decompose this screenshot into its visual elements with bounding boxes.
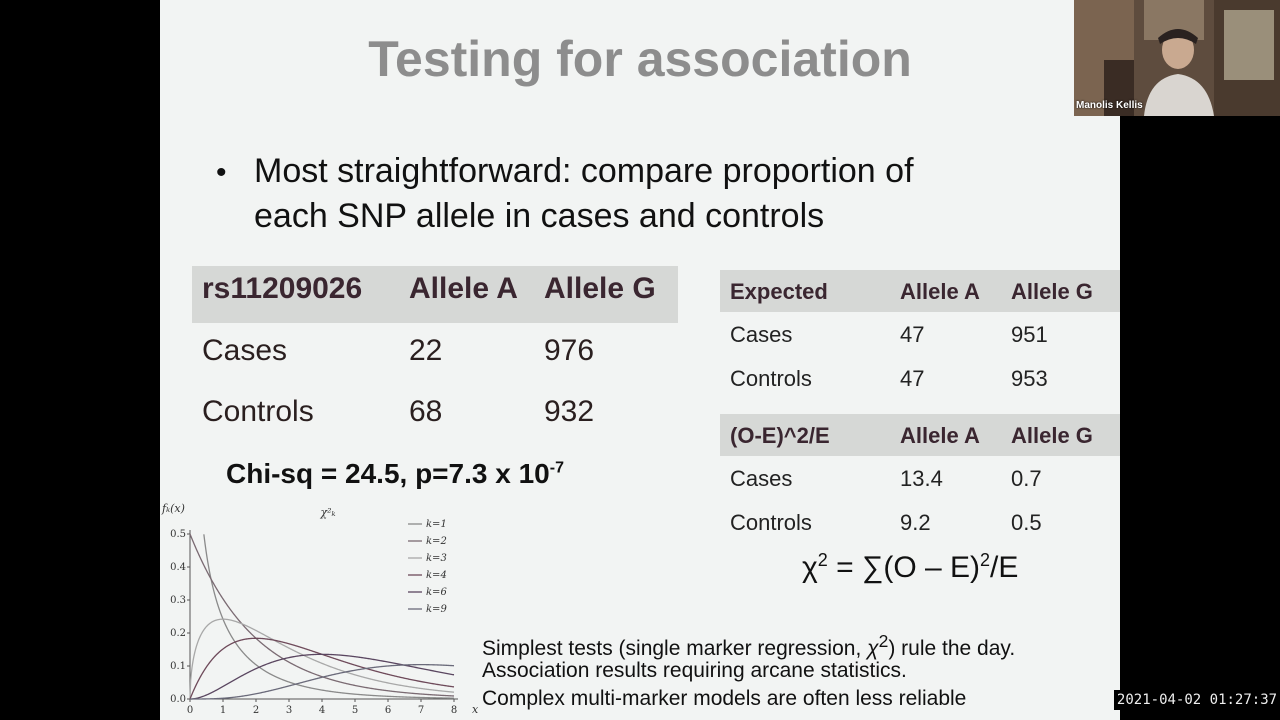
expected-row-cases-a: 47	[900, 322, 925, 347]
webcam-video-thumbnail[interactable]: Manolis Kellis	[1074, 0, 1280, 116]
oe-row-cases-g: 0.7	[1011, 466, 1042, 491]
observed-row-cases-label: Cases	[202, 334, 288, 367]
chart-series-line	[203, 534, 455, 699]
chart-title: χ²ₖ	[319, 506, 335, 519]
chart-x-tick-label: 7	[418, 705, 424, 716]
slide-title: Testing for association	[368, 31, 912, 87]
expected-row-controls-label: Controls	[730, 366, 812, 391]
chart-legend-label: k=9	[426, 604, 447, 615]
chart-y-tick-label: 0.1	[170, 661, 186, 672]
chart-axes: 0 1 2 3 4 5 6 7 8 0.0 0.1 0.2 0.3 0.4 0.5 fₖ(x) x χ²ₖ	[161, 502, 479, 716]
chi-square-formula: χ2 = ∑(O – E)2/E	[802, 550, 1019, 584]
chart-x-tick-label: 4	[319, 705, 325, 716]
note-line-3: Complex multi-marker models are often le…	[482, 687, 967, 710]
chart-x-tick-label: 3	[286, 705, 292, 716]
observed-row-cases-a: 22	[409, 334, 443, 367]
oe-table-header-label: (O-E)^2/E	[730, 423, 830, 448]
oe-row-controls-label: Controls	[730, 510, 812, 535]
oe-table-header-allele-a: Allele A	[900, 423, 980, 448]
observed-row-controls-g: 932	[544, 395, 595, 428]
expected-table-header-bg	[720, 270, 1120, 312]
chart-y-tick-label: 0.5	[170, 529, 186, 540]
expected-row-controls-g: 953	[1011, 366, 1048, 391]
note-line-2: Association results requiring arcane sta…	[482, 659, 907, 682]
observed-table-header-allele-g: Allele G	[544, 272, 656, 305]
chart-legend: k=1 k=2 k=3 k=4 k=6 k=9	[408, 519, 447, 615]
oe-table-header-allele-g: Allele G	[1011, 423, 1093, 448]
bullet-text-line-2: each SNP allele in cases and controls	[254, 197, 825, 235]
chart-x-tick-label: 6	[385, 705, 391, 716]
chart-series-line	[190, 663, 455, 700]
chart-x-axis-label: x	[472, 703, 479, 716]
chart-legend-label: k=3	[426, 553, 447, 564]
observed-row-controls-label: Controls	[202, 395, 314, 428]
observed-table-header-allele-a: Allele A	[409, 272, 518, 305]
chart-x-tick-label: 2	[253, 705, 259, 716]
expected-row-controls-a: 47	[900, 366, 925, 391]
expected-table-header-allele-a: Allele A	[900, 279, 980, 304]
expected-row-cases-label: Cases	[730, 322, 793, 347]
expected-table-header-label: Expected	[730, 279, 828, 304]
chart-x-tick-label: 1	[220, 705, 226, 716]
chi-square-result: Chi-sq = 24.5, p=7.3 x 10-7	[226, 458, 564, 489]
oe-row-controls-a: 9.2	[900, 510, 931, 535]
chart-x-tick-label: 5	[352, 705, 358, 716]
chart-x-tick-label: 0	[187, 705, 193, 716]
oe-row-cases-label: Cases	[730, 466, 793, 491]
chart-series-line	[189, 618, 455, 700]
chart-legend-label: k=6	[426, 587, 447, 598]
observed-table-header-bg	[192, 266, 678, 323]
webcam-participant-name: Manolis Kellis	[1076, 100, 1143, 111]
chi-square-distribution-chart: 0 1 2 3 4 5 6 7 8 0.0 0.1 0.2 0.3 0.4 0.5 fₖ(x) x χ²ₖ k=1…	[161, 502, 479, 716]
observed-table-header-snp: rs11209026	[202, 272, 363, 305]
webcam-scene	[1074, 0, 1280, 116]
chart-y-tick-label: 0.0	[170, 694, 186, 705]
chart-y-tick-label: 0.2	[170, 628, 186, 639]
expected-row-cases-g: 951	[1011, 322, 1048, 347]
oe-row-controls-g: 0.5	[1011, 510, 1042, 535]
note-line-1: Simplest tests (single marker regression…	[482, 631, 1016, 660]
chart-x-tick-label: 8	[451, 705, 457, 716]
oe-table-header-bg	[720, 414, 1120, 456]
bullet-marker: •	[216, 156, 227, 189]
observed-row-controls-a: 68	[409, 395, 443, 428]
chart-y-axis-label: fₖ(x)	[161, 502, 185, 515]
chart-legend-label: k=4	[426, 570, 447, 581]
chart-series-line	[189, 653, 455, 700]
chart-y-tick-label: 0.3	[170, 595, 186, 606]
slide: Testing for association • Most straightf…	[160, 0, 1120, 720]
chart-legend-label: k=2	[426, 536, 447, 547]
bullet-text-line-1: Most straightforward: compare proportion…	[254, 152, 914, 190]
chart-y-tick-label: 0.4	[170, 562, 186, 573]
observed-row-cases-g: 976	[544, 334, 595, 367]
chart-lines	[189, 533, 455, 700]
recording-timestamp: 2021-04-02 01:27:37	[1114, 690, 1280, 710]
oe-row-cases-a: 13.4	[900, 466, 943, 491]
expected-table-header-allele-g: Allele G	[1011, 279, 1093, 304]
chart-legend-label: k=1	[426, 519, 447, 530]
